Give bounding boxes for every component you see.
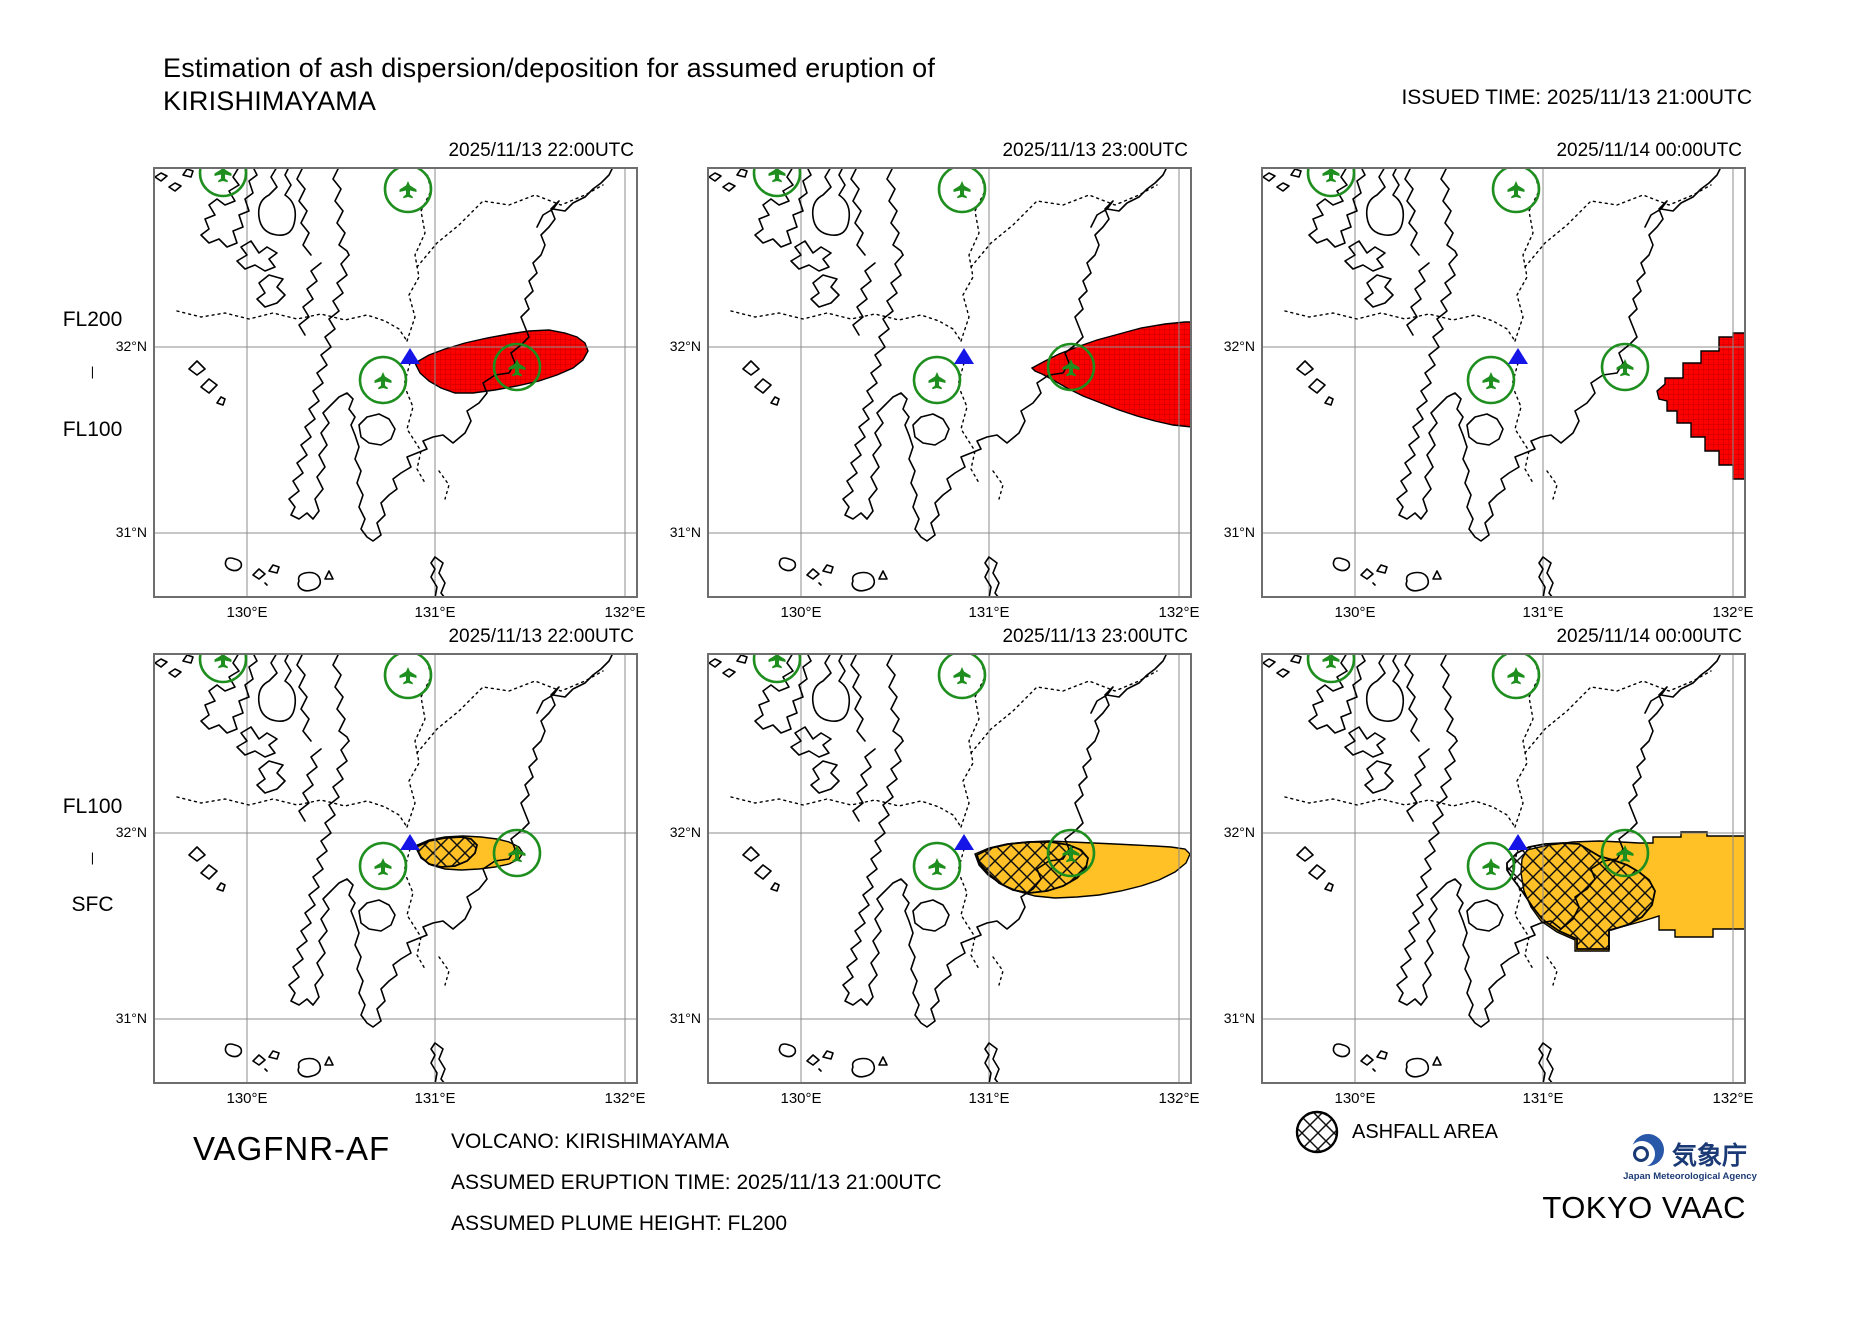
lon-label-132e: 132°E [1158, 604, 1200, 621]
lon-label-131e: 131°E [1522, 1090, 1564, 1107]
panel-time-label: 2025/11/13 23:00UTC [1002, 140, 1188, 161]
map-panel-fl100-sfc-t22: 2025/11/13 22:00UTC 32°N 31°N 130°E 131°… [116, 626, 646, 1107]
map-canvas [1261, 653, 1746, 1084]
jma-name-en: Japan Meteorological Agency [1623, 1171, 1757, 1182]
page-title: Estimation of ash dispersion/deposition … [163, 52, 935, 118]
row2-level-top: FL100 [62, 795, 123, 818]
lat-label-31n: 31°N [669, 1010, 701, 1026]
panel-time-label: 2025/11/13 23:00UTC [1002, 626, 1188, 647]
map-canvas [707, 167, 1192, 598]
lon-label-130e: 130°E [1334, 1090, 1376, 1107]
lat-label-32n: 32°N [669, 824, 701, 840]
map-canvas [153, 653, 638, 1084]
lon-label-131e: 131°E [414, 1090, 456, 1107]
lon-label-132e: 132°E [604, 1090, 646, 1107]
page-title-line2: KIRISHIMAYAMA [163, 86, 377, 116]
ashfall-area [1506, 842, 1656, 950]
lon-label-130e: 130°E [780, 1090, 822, 1107]
row2-level-separator: | [90, 850, 95, 865]
map-panel-fl200-fl100-t00: 2025/11/14 00:00UTC 32°N 31°N 130°E 131°… [1224, 140, 1754, 621]
lon-label-130e: 130°E [1334, 604, 1376, 621]
map-panel-fl100-sfc-t23: 2025/11/13 23:00UTC 32°N 31°N 130°E 131°… [670, 626, 1200, 1107]
lon-label-131e: 131°E [414, 604, 456, 621]
lat-label-32n: 32°N [1223, 338, 1255, 354]
panel-time-label: 2025/11/13 22:00UTC [448, 626, 634, 647]
vaac-name: TOKYO VAAC [1542, 1190, 1746, 1225]
ashfall-legend-label: ASHFALL AREA [1352, 1121, 1498, 1143]
map-canvas [707, 653, 1192, 1084]
ash-dispersion-area [414, 329, 589, 394]
row1-level-bottom: FL100 [62, 418, 123, 441]
lat-label-31n: 31°N [669, 524, 701, 540]
lat-label-32n: 32°N [115, 338, 147, 354]
row1-level-top: FL200 [62, 308, 123, 331]
ashfall-legend-icon [1295, 1110, 1339, 1154]
lon-label-131e: 131°E [1522, 604, 1564, 621]
jma-name-jp: 気象庁 [1672, 1142, 1748, 1170]
map-canvas [1261, 167, 1746, 598]
lon-label-130e: 130°E [226, 1090, 268, 1107]
lat-label-31n: 31°N [115, 524, 147, 540]
ash-dispersion-area [1030, 321, 1192, 428]
lon-label-130e: 130°E [226, 604, 268, 621]
map-canvas [153, 167, 638, 598]
lon-label-131e: 131°E [968, 1090, 1010, 1107]
lon-label-132e: 132°E [604, 604, 646, 621]
ashfall-area [414, 836, 478, 868]
lon-label-132e: 132°E [1712, 604, 1754, 621]
footer-plume-height: ASSUMED PLUME HEIGHT: FL200 [451, 1212, 788, 1235]
panel-time-label: 2025/11/14 00:00UTC [1556, 626, 1742, 647]
issued-time: ISSUED TIME: 2025/11/13 21:00UTC [1401, 86, 1752, 109]
page-title-line1: Estimation of ash dispersion/deposition … [163, 53, 936, 83]
lon-label-131e: 131°E [968, 604, 1010, 621]
lon-label-130e: 130°E [780, 604, 822, 621]
jma-logo [1629, 1134, 1664, 1167]
map-panel-fl200-fl100-t22: 2025/11/13 22:00UTC 32°N 31°N 130°E 131°… [116, 140, 646, 621]
lon-label-132e: 132°E [1158, 1090, 1200, 1107]
lat-label-31n: 31°N [1223, 1010, 1255, 1026]
row1-level-separator: | [90, 364, 95, 379]
lat-label-32n: 32°N [669, 338, 701, 354]
footer-eruption-time: ASSUMED ERUPTION TIME: 2025/11/13 21:00U… [451, 1171, 942, 1194]
panel-time-label: 2025/11/13 22:00UTC [448, 140, 634, 161]
lon-label-132e: 132°E [1712, 1090, 1754, 1107]
lat-label-31n: 31°N [115, 1010, 147, 1026]
map-panel-fl100-sfc-t00: 2025/11/14 00:00UTC 32°N 31°N 130°E 131°… [1224, 626, 1754, 1107]
lat-label-32n: 32°N [1223, 824, 1255, 840]
lat-label-31n: 31°N [1223, 524, 1255, 540]
product-id: VAGFNR-AF [193, 1130, 391, 1167]
footer-volcano: VOLCANO: KIRISHIMAYAMA [451, 1130, 730, 1153]
map-panel-fl200-fl100-t23: 2025/11/13 23:00UTC 32°N 31°N 130°E 131°… [670, 140, 1200, 621]
panel-time-label: 2025/11/14 00:00UTC [1556, 140, 1742, 161]
lat-label-32n: 32°N [115, 824, 147, 840]
row2-level-bottom: SFC [71, 893, 114, 916]
